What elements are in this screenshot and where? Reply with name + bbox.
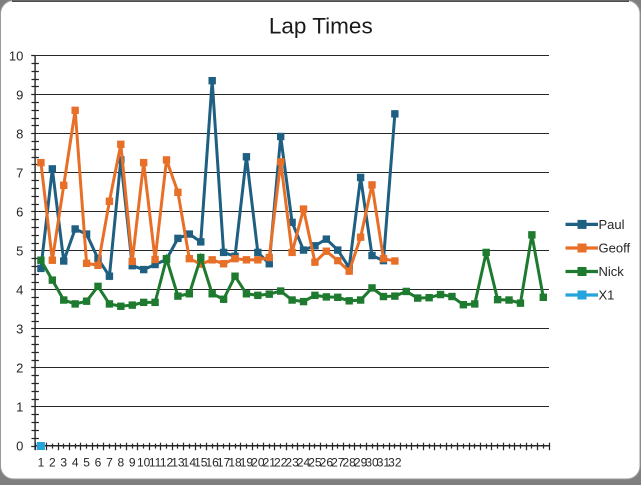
- svg-text:22: 22: [274, 456, 288, 470]
- svg-text:14: 14: [183, 456, 197, 470]
- svg-text:Lap Times: Lap Times: [269, 13, 373, 38]
- svg-text:9: 9: [16, 87, 23, 102]
- svg-text:11: 11: [149, 456, 162, 470]
- svg-text:5: 5: [16, 243, 23, 258]
- svg-text:5: 5: [83, 456, 90, 470]
- svg-text:26: 26: [320, 456, 334, 470]
- svg-text:29: 29: [354, 456, 368, 470]
- svg-text:13: 13: [171, 456, 185, 470]
- svg-text:32: 32: [388, 456, 402, 470]
- svg-text:6: 6: [16, 204, 23, 219]
- svg-text:1: 1: [38, 456, 45, 470]
- svg-text:28: 28: [343, 456, 357, 470]
- svg-text:19: 19: [240, 456, 254, 470]
- svg-text:8: 8: [117, 456, 124, 470]
- svg-text:2: 2: [49, 456, 56, 470]
- svg-text:3: 3: [60, 456, 67, 470]
- svg-text:10: 10: [137, 456, 151, 470]
- svg-text:23: 23: [285, 456, 299, 470]
- svg-text:30: 30: [365, 456, 379, 470]
- svg-text:7: 7: [106, 456, 113, 470]
- svg-text:Nick: Nick: [599, 264, 625, 279]
- svg-text:4: 4: [72, 456, 79, 470]
- svg-text:X1: X1: [599, 288, 615, 303]
- svg-text:25: 25: [308, 456, 322, 470]
- svg-text:12: 12: [160, 456, 174, 470]
- svg-text:20: 20: [251, 456, 265, 470]
- svg-text:Paul: Paul: [599, 217, 625, 232]
- svg-text:4: 4: [16, 282, 23, 297]
- svg-text:6: 6: [95, 456, 102, 470]
- svg-text:15: 15: [194, 456, 208, 470]
- svg-text:3: 3: [16, 322, 23, 337]
- svg-text:1: 1: [16, 400, 23, 415]
- svg-text:2: 2: [16, 361, 23, 376]
- svg-text:27: 27: [331, 456, 345, 470]
- svg-text:21: 21: [263, 456, 277, 470]
- svg-text:Geoff: Geoff: [599, 241, 631, 256]
- svg-text:0: 0: [16, 439, 23, 454]
- svg-text:7: 7: [16, 165, 23, 180]
- svg-text:17: 17: [217, 456, 231, 470]
- svg-text:24: 24: [297, 456, 311, 470]
- svg-text:9: 9: [129, 456, 136, 470]
- svg-text:18: 18: [228, 456, 242, 470]
- svg-text:10: 10: [9, 48, 23, 63]
- svg-text:16: 16: [206, 456, 220, 470]
- svg-text:8: 8: [16, 126, 23, 141]
- svg-text:31: 31: [377, 456, 391, 470]
